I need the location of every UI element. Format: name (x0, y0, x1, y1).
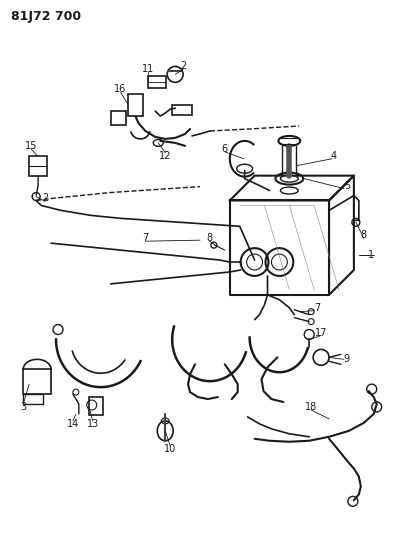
Text: 10: 10 (164, 443, 176, 454)
Text: 2: 2 (42, 193, 48, 204)
Bar (129, 94, 143, 116)
Bar (23, 369, 51, 394)
Text: 7: 7 (314, 303, 320, 313)
Text: 6: 6 (222, 144, 228, 154)
Text: 7: 7 (142, 233, 149, 243)
Text: 18: 18 (305, 402, 317, 412)
Text: 16: 16 (114, 84, 127, 94)
Bar (89, 397, 103, 415)
Text: 81J72 700: 81J72 700 (11, 10, 81, 23)
Text: 8: 8 (207, 233, 213, 243)
Text: 12: 12 (159, 151, 171, 161)
Text: 9: 9 (344, 354, 350, 365)
Bar (29, 156, 47, 176)
Bar (110, 111, 127, 125)
Text: 8: 8 (361, 230, 367, 240)
Text: 17: 17 (315, 328, 327, 337)
Text: 15: 15 (25, 141, 37, 151)
Bar (148, 76, 166, 88)
Text: 2: 2 (180, 61, 186, 71)
Text: 11: 11 (142, 64, 154, 75)
Text: 13: 13 (86, 419, 99, 429)
Bar (172, 105, 192, 115)
Text: 5: 5 (344, 181, 350, 191)
Text: 4: 4 (331, 151, 337, 161)
Text: 1: 1 (368, 250, 374, 260)
Text: 3: 3 (20, 402, 26, 412)
Text: 14: 14 (67, 419, 79, 429)
Bar (23, 394, 43, 404)
